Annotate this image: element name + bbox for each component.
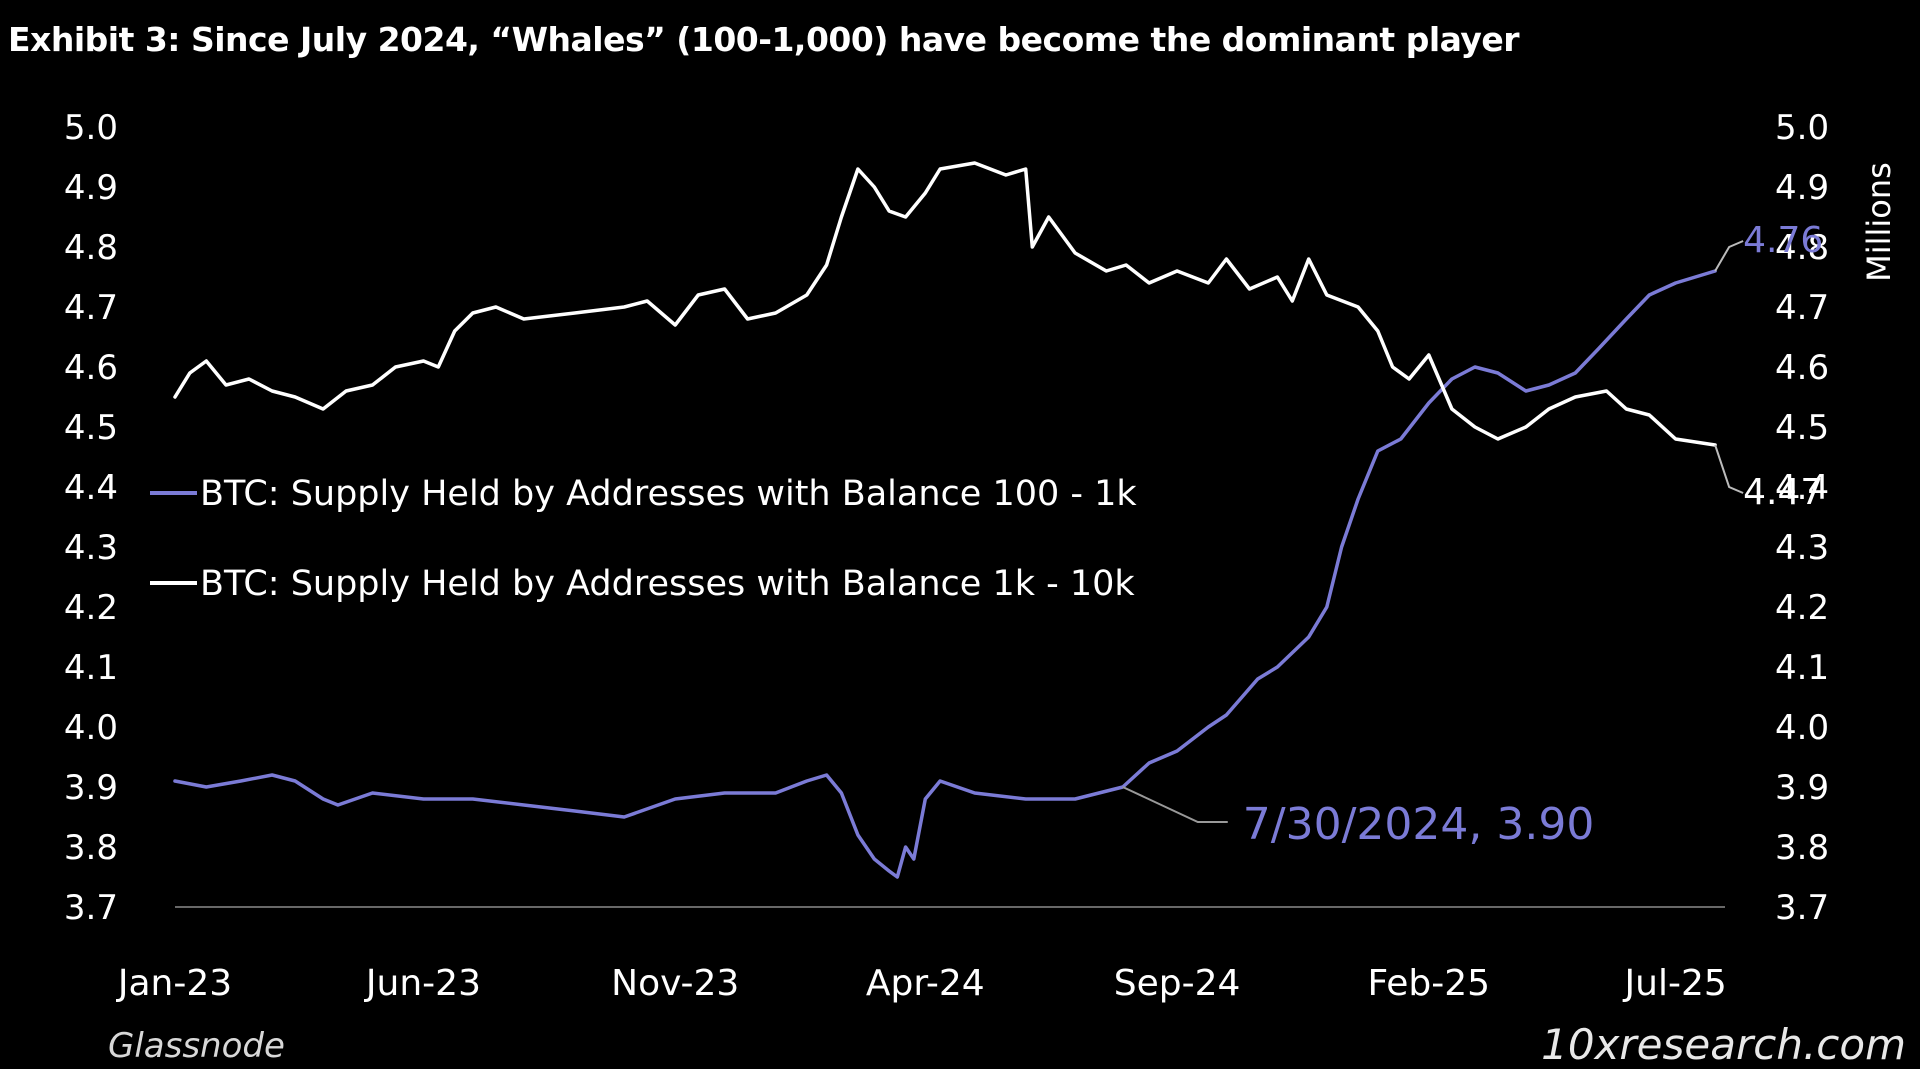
left-y-tick-labels: 5.0 4.9 4.8 4.7 4.6 4.5 4.4 4.3 4.2 4.1 4.0 3.9 3.8 3… <box>64 108 118 928</box>
right-y-tick-labels: 5.0 4.9 4.8 4.7 4.6 4.5 4.4 4.3 4.2 4.1 4.0 3.9 3.8 3… <box>1775 108 1829 928</box>
x-tick-label: Apr-24 <box>866 963 985 1004</box>
legend-label-100-1k: BTC: Supply Held by Addresses with Balan… <box>200 474 1137 514</box>
x-tick-label: Jul-25 <box>1623 963 1727 1004</box>
left-y-tick-label: 4.4 <box>64 468 118 508</box>
left-y-tick-label: 5.0 <box>64 108 118 148</box>
annotation-leader <box>1714 240 1744 272</box>
right-y-axis-label: Millions <box>1860 162 1898 282</box>
right-y-tick-label: 3.8 <box>1775 828 1829 868</box>
x-tick-label: Jan-23 <box>116 963 232 1004</box>
annotation-label: 4.47 <box>1743 472 1823 513</box>
source-label: Glassnode <box>108 1026 285 1066</box>
right-y-tick-label: 4.4 <box>1775 468 1829 508</box>
left-y-tick-label: 4.3 <box>64 528 118 568</box>
right-y-tick-label: 4.0 <box>1775 708 1829 748</box>
right-y-tick-label: 4.9 <box>1775 168 1829 208</box>
left-y-tick-label: 4.6 <box>64 348 118 388</box>
series-line-100-1k <box>173 269 1717 879</box>
x-tick-labels: Jan-23 Jun-23 Nov-23 Apr-24 Sep-24 Feb-25 Jul-… <box>116 963 1727 1004</box>
series-group <box>173 161 1717 879</box>
right-y-tick-label: 4.7 <box>1775 288 1829 328</box>
legend-label-1k-10k: BTC: Supply Held by Addresses with Balan… <box>200 564 1135 604</box>
right-y-tick-label: 4.8 <box>1775 228 1829 268</box>
left-y-tick-label: 3.7 <box>64 888 118 928</box>
right-y-tick-label: 3.7 <box>1775 888 1829 928</box>
annotation-leader <box>1714 444 1744 494</box>
right-y-tick-label: 4.2 <box>1775 588 1829 628</box>
annotation-label: 4.76 <box>1743 220 1823 261</box>
left-y-tick-label: 4.2 <box>64 588 118 628</box>
left-y-tick-label: 4.9 <box>64 168 118 208</box>
legend: BTC: Supply Held by Addresses with Balan… <box>150 474 1137 604</box>
right-y-tick-label: 5.0 <box>1775 108 1829 148</box>
annotation-leader <box>1122 786 1228 823</box>
watermark-label: 10xresearch.com <box>1541 1020 1906 1069</box>
x-tick-label: Jun-23 <box>364 963 481 1004</box>
left-y-tick-label: 4.0 <box>64 708 118 748</box>
chart-title: Exhibit 3: Since July 2024, “Whales” (10… <box>8 20 1520 59</box>
series-line-1k-10k <box>173 161 1717 447</box>
annotations-group: 4.76 4.47 7/30/2024, 3.90 <box>1122 220 1823 850</box>
x-tick-label: Sep-24 <box>1114 963 1241 1004</box>
left-y-tick-label: 3.9 <box>64 768 118 808</box>
right-y-tick-label: 3.9 <box>1775 768 1829 808</box>
right-y-tick-label: 4.6 <box>1775 348 1829 388</box>
annotation-label: 7/30/2024, 3.90 <box>1243 799 1595 850</box>
x-tick-label: Feb-25 <box>1368 963 1491 1004</box>
right-y-tick-label: 4.3 <box>1775 528 1829 568</box>
x-tick-label: Nov-23 <box>611 963 739 1004</box>
left-y-tick-label: 3.8 <box>64 828 118 868</box>
left-y-tick-label: 4.5 <box>64 408 118 448</box>
left-y-tick-label: 4.1 <box>64 648 118 688</box>
left-y-tick-label: 4.7 <box>64 288 118 328</box>
right-y-tick-label: 4.5 <box>1775 408 1829 448</box>
left-y-tick-label: 4.8 <box>64 228 118 268</box>
right-y-tick-label: 4.1 <box>1775 648 1829 688</box>
